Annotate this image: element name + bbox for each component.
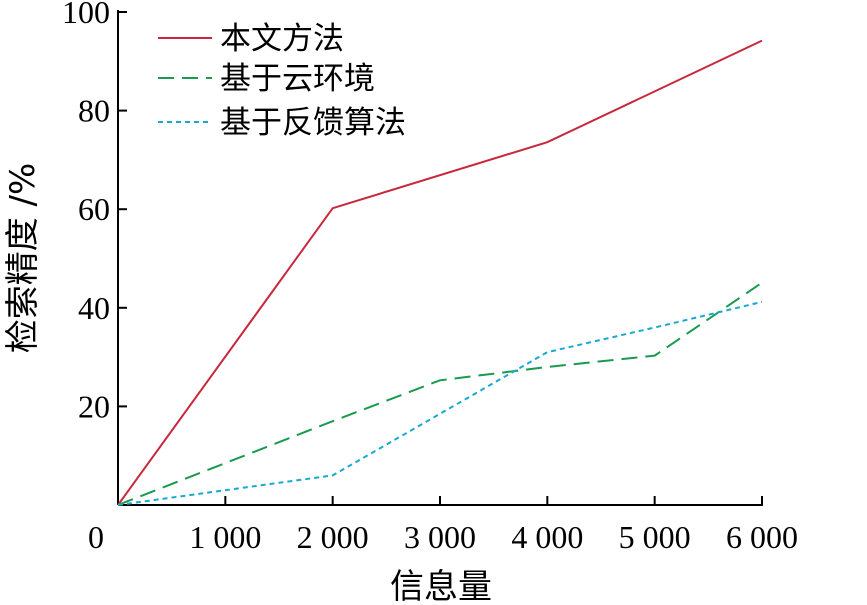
series-line-3 <box>117 300 763 506</box>
legend-label-1: 本文方法 <box>220 21 344 57</box>
series-line-1 <box>117 39 763 506</box>
legend-label-3: 基于反馈算法 <box>220 105 406 141</box>
y-tick-label: 80 <box>78 93 110 129</box>
y-tick-label: 20 <box>78 388 110 424</box>
axes: 0 1 000 2 000 3 000 4 000 5 000 6 000 20 40 60 80 1… <box>62 0 798 555</box>
x-tick-label: 0 <box>88 519 104 555</box>
y-tick-label: 60 <box>78 191 110 227</box>
x-tick-label: 1 000 <box>189 519 261 555</box>
y-tick-label: 40 <box>78 290 110 326</box>
x-axis-title: 信息量 <box>390 567 492 605</box>
plot-area <box>117 39 763 506</box>
x-tick-label: 5 000 <box>619 519 691 555</box>
legend-label-2: 基于云环境 <box>220 61 375 97</box>
y-tick-label: 100 <box>62 0 110 30</box>
x-tick-label: 4 000 <box>511 519 583 555</box>
series-line-2 <box>117 281 763 506</box>
x-tick-label: 2 000 <box>297 519 369 555</box>
x-tick-label: 6 000 <box>726 519 798 555</box>
x-tick-label: 3 000 <box>404 519 476 555</box>
y-axis-title: 检索精度 /% <box>3 163 43 354</box>
